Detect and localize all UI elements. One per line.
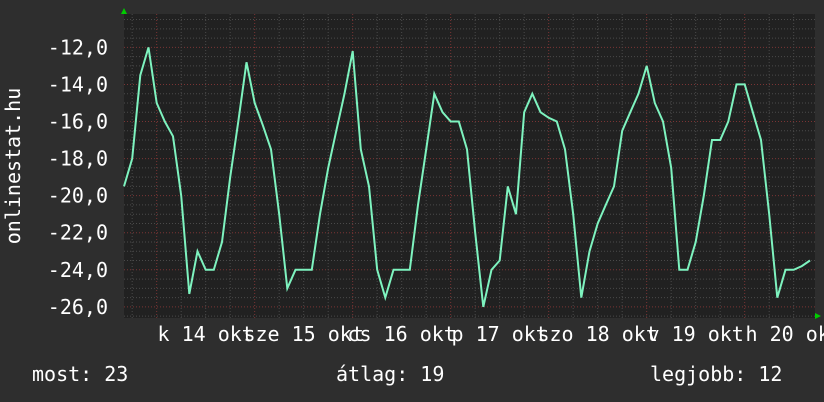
y-tick-label: -26,0 (48, 295, 108, 319)
y-axis: -12,0 -14,0 -16,0 -18,0 -20,0 -22,0 -24,0 -26,0 (48, 35, 108, 319)
x-tick-label: szo 18 okt (537, 322, 657, 346)
x-tick-label: p 17 okt (452, 322, 548, 346)
x-tick-label: h 20 okt (746, 322, 824, 346)
y-tick-label: -16,0 (48, 110, 108, 134)
y-tick-label: -18,0 (48, 147, 108, 171)
y-axis-arrow-icon (121, 8, 127, 14)
x-tick-label: sze 15 okt (243, 322, 363, 346)
y-tick-label: -12,0 (48, 35, 108, 59)
legend-current: most: 23 (32, 362, 129, 386)
y-tick-label: -14,0 (48, 72, 108, 96)
x-tick-label: k 14 okt (158, 322, 254, 346)
x-axis-arrow-icon (815, 313, 821, 319)
legend-best: legjobb: 12 (650, 362, 783, 386)
y-tick-label: -20,0 (48, 184, 108, 208)
y-tick-label: -22,0 (48, 221, 108, 245)
x-tick-label: v 19 okt (648, 322, 744, 346)
grid (124, 14, 815, 318)
y-axis-label: onlinestat.hu (1, 88, 25, 245)
series-line (123, 47, 811, 308)
y-tick-label: -24,0 (48, 258, 108, 282)
x-tick-label: cs 16 okt (347, 322, 455, 346)
legend-average: átlag: 19 (336, 362, 445, 386)
